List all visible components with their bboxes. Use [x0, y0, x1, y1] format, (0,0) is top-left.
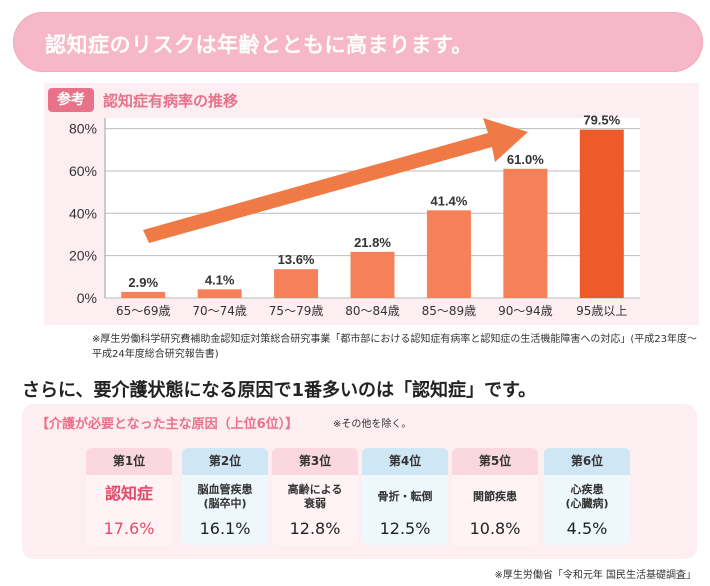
cause-percentage: 12.8%	[289, 519, 341, 538]
title-banner: 認知症のリスクは年齢とともに高まります。	[13, 12, 703, 72]
x-tick-label: 65〜69歳	[116, 304, 171, 318]
trend-arrow	[143, 118, 528, 243]
data-label: 13.6%	[278, 252, 315, 267]
x-tick-label: 85〜89歳	[422, 304, 477, 318]
bar	[350, 251, 395, 298]
cause-rank: 第3位	[272, 448, 358, 475]
cause-percentage: 17.6%	[103, 519, 155, 538]
bar	[503, 168, 548, 298]
x-tick-label: 70〜74歳	[192, 304, 247, 318]
cause-card: 第3位高齢による 衰弱 12.8%	[272, 448, 358, 545]
data-label: 79.5%	[583, 113, 620, 128]
section-headline: さらに、要介護状態になる原因で1番多いのは「認知症」です。	[22, 380, 537, 401]
cause-rank: 第1位	[86, 448, 172, 475]
cause-rank: 第2位	[182, 448, 268, 475]
reference-badge: 参考	[48, 88, 94, 112]
y-tick-label: 20%	[69, 248, 97, 264]
prevalence-chart: 0% 20% 40% 60% 80% 2.9% 65〜69歳 4.1% 70〜74歳 13.6% 7…	[69, 113, 640, 318]
bar	[579, 129, 624, 298]
cause-percentage: 12.5%	[379, 519, 431, 538]
x-tick-label: 95歳以上	[576, 304, 627, 318]
banner-title: 認知症のリスクは年齢とともに高まります。	[45, 33, 473, 57]
cause-percentage: 4.5%	[566, 519, 608, 538]
cause-percentage: 16.1%	[199, 519, 251, 538]
causes-note: ※その他を除く。	[333, 419, 412, 430]
x-tick-label: 80〜84歳	[345, 304, 400, 318]
x-tick-label: 75〜79歳	[269, 304, 324, 318]
cause-name: 脳血管疾患 (脳卒中)	[197, 483, 253, 510]
cause-body: 関節疾患 10.8%	[452, 475, 538, 545]
cause-body: 心疾患 (心臓病) 4.5%	[544, 475, 630, 545]
cause-card: 第1位認知症 17.6%	[86, 448, 172, 545]
cause-name: 心疾患 (心臓病)	[565, 483, 609, 510]
cause-card: 第6位心疾患 (心臓病) 4.5%	[544, 448, 630, 545]
cause-name: 高齢による 衰弱	[287, 483, 343, 510]
y-tick-label: 80%	[69, 121, 97, 137]
cause-name: 関節疾患	[473, 490, 517, 503]
cause-body: 高齢による 衰弱 12.8%	[272, 475, 358, 545]
bar	[426, 210, 471, 298]
cause-rank: 第6位	[544, 448, 630, 475]
data-label: 41.4%	[430, 193, 467, 208]
x-tick-label: 90〜94歳	[498, 304, 553, 318]
y-tick-label: 60%	[69, 163, 97, 179]
cause-card: 第4位骨折・転倒 12.5%	[362, 448, 448, 545]
cause-body: 脳血管疾患 (脳卒中) 16.1%	[182, 475, 268, 545]
chart-footnote: ※厚生労働科学研究費補助金認知症対策総合研究事業「都市部における認知症有病率と認…	[92, 334, 698, 360]
bar	[197, 289, 242, 298]
data-label: 21.8%	[354, 235, 391, 250]
cause-name: 骨折・転倒	[377, 490, 433, 503]
bar	[274, 269, 319, 298]
chart-title: 認知症有病率の推移	[103, 92, 239, 110]
data-label: 2.9%	[128, 275, 158, 290]
causes-title: 【介護が必要となった主な原因（上位6位）】	[36, 417, 299, 432]
data-label: 4.1%	[205, 272, 235, 287]
cause-percentage: 10.8%	[469, 519, 521, 538]
bar	[121, 291, 166, 298]
cause-name: 認知症	[104, 484, 153, 503]
y-tick-label: 40%	[69, 205, 97, 221]
y-tick-label: 0%	[77, 290, 97, 306]
cause-card: 第5位関節疾患 10.8%	[452, 448, 538, 545]
cause-card: 第2位脳血管疾患 (脳卒中) 16.1%	[182, 448, 268, 545]
data-label: 61.0%	[507, 152, 544, 167]
cause-body: 骨折・転倒 12.5%	[362, 475, 448, 545]
cause-body: 認知症 17.6%	[86, 475, 172, 545]
cause-rank: 第5位	[452, 448, 538, 475]
cause-rank: 第4位	[362, 448, 448, 475]
causes-footnote: ※厚生労働省「令和元年 国民生活基礎調査」	[494, 570, 696, 581]
